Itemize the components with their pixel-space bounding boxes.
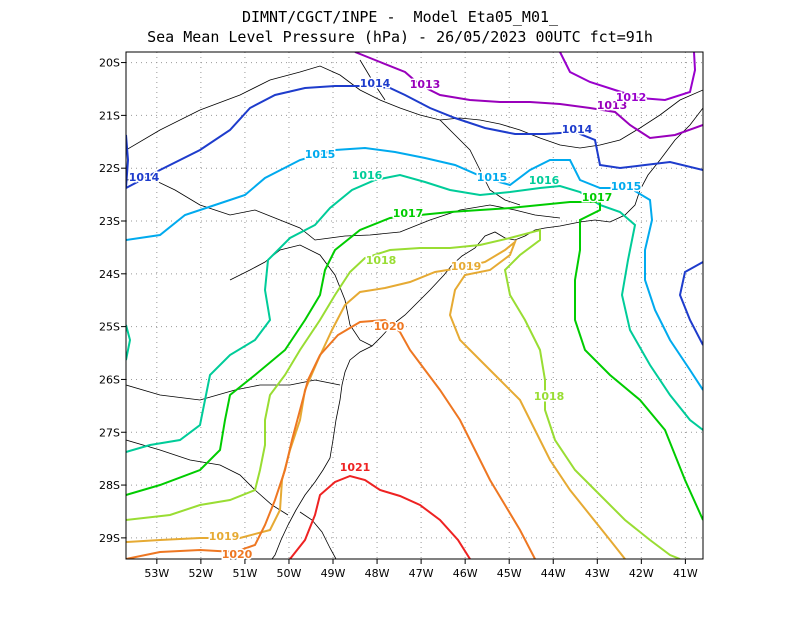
x-tick-label: 50W [277, 567, 302, 580]
x-tick-label: 45W [497, 567, 522, 580]
contour-label-1014: 1014 [360, 77, 391, 90]
x-tick-label: 41W [673, 567, 698, 580]
y-tick-label: 23S [99, 215, 120, 228]
contour-label-1018: 1018 [534, 390, 565, 403]
contour-label-1021: 1021 [340, 461, 371, 474]
isobar-1016 [126, 173, 703, 453]
isobar-1019 [126, 238, 626, 559]
river [439, 119, 521, 206]
isobar-1013 [354, 52, 703, 140]
map-grid [126, 52, 703, 559]
isobar-1014-west [126, 134, 130, 189]
isobar-1016-west [126, 324, 132, 361]
state-border [126, 439, 289, 516]
contour-label-1017: 1017 [393, 207, 424, 220]
y-tick-label: 28S [99, 479, 120, 492]
isobar-1020 [126, 318, 536, 559]
lagoon [299, 511, 337, 559]
y-tick-label: 22S [99, 162, 120, 175]
x-tick-label: 47W [409, 567, 434, 580]
x-tick-label: 53W [144, 567, 169, 580]
contour-label-1020: 1020 [222, 548, 253, 561]
contour-label-1019: 1019 [209, 530, 240, 543]
contour-label-1018: 1018 [366, 254, 397, 267]
contour-label-1017: 1017 [582, 191, 613, 204]
coastline-borders [126, 59, 703, 559]
x-tick-label: 42W [629, 567, 654, 580]
map-frame [125, 51, 704, 560]
contour-label-1015: 1015 [611, 180, 642, 193]
state-border [126, 65, 703, 151]
x-tick-label: 46W [453, 567, 478, 580]
y-tick-label: 20S [99, 57, 120, 70]
y-tick-label: 29S [99, 532, 120, 545]
contour-label-1014: 1014 [129, 171, 160, 184]
contour-label-1013: 1013 [597, 99, 628, 112]
state-border [229, 244, 373, 347]
x-tick-label: 52W [188, 567, 213, 580]
contour-label-1013: 1013 [410, 78, 441, 91]
contour-label-1012: 1012 [616, 91, 647, 104]
state-border [126, 177, 561, 241]
isobar-1021 [289, 474, 471, 559]
river [359, 59, 386, 101]
isobar-1017 [126, 201, 703, 521]
x-tick-label: 49W [321, 567, 346, 580]
y-tick-label: 21S [99, 109, 120, 122]
contour-label-1016: 1016 [352, 169, 383, 182]
axis-ticks: 53W 52W 51W 50W 49W 48W 47W 46W 45W 44W 43W 42W 41W 2… [99, 57, 698, 580]
map-title-line1: DIMNT/CGCT/INPE - Model Eta05_M01_ [241, 8, 559, 26]
isobar-1018 [126, 228, 681, 559]
contour-label-1015: 1015 [305, 148, 336, 161]
x-tick-label: 48W [365, 567, 390, 580]
isobar-1014-east [678, 261, 703, 346]
coastline [271, 107, 703, 559]
y-tick-label: 27S [99, 426, 120, 439]
contour-label-1015: 1015 [477, 171, 508, 184]
isobars [126, 52, 703, 559]
state-border [126, 379, 341, 401]
contour-labels: 1013101310121014101410141015101510151016… [127, 76, 648, 563]
isobar-1014 [126, 85, 703, 189]
isobar-1015 [126, 146, 703, 391]
contour-label-1019: 1019 [451, 260, 482, 273]
contour-label-1014: 1014 [562, 123, 593, 136]
x-tick-label: 51W [232, 567, 257, 580]
y-tick-label: 24S [99, 268, 120, 281]
y-tick-label: 25S [99, 321, 120, 334]
isobar-1012 [559, 52, 697, 102]
x-tick-label: 43W [585, 567, 610, 580]
contour-label-1016: 1016 [529, 174, 560, 187]
x-tick-label: 44W [541, 567, 566, 580]
contour-label-1020: 1020 [374, 320, 405, 333]
y-tick-label: 26S [99, 373, 120, 386]
map-title-line2: Sea Mean Level Pressure (hPa) - 26/05/20… [147, 28, 653, 46]
